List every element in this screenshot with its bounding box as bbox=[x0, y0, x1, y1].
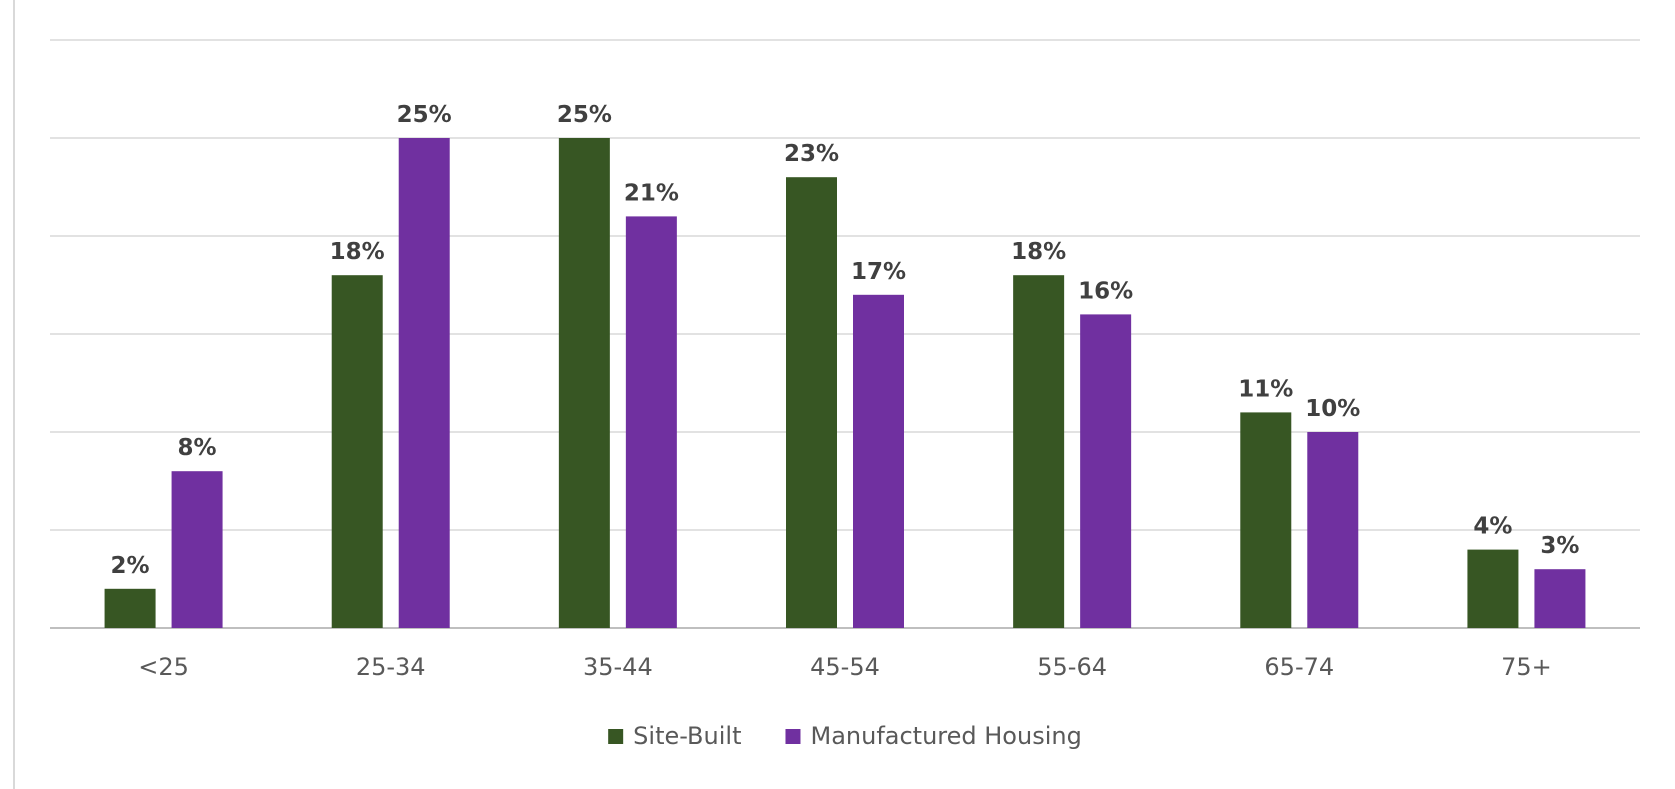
bar bbox=[1240, 412, 1292, 628]
data-label: 11% bbox=[1238, 376, 1293, 402]
data-label: 18% bbox=[1011, 239, 1066, 265]
legend-swatch bbox=[785, 729, 801, 744]
bar bbox=[558, 138, 610, 628]
data-label: 16% bbox=[1078, 278, 1133, 304]
legend-item: Site-Built bbox=[608, 722, 741, 750]
bar bbox=[104, 588, 156, 628]
legend-label: Site-Built bbox=[633, 722, 741, 750]
bar bbox=[171, 471, 223, 628]
bar bbox=[625, 216, 677, 628]
x-axis-tick-labels: <25 25-34 35-44 45-54 55-64 65-74 75+ bbox=[138, 653, 1552, 681]
bar bbox=[1534, 569, 1586, 628]
legend-item: Manufactured Housing bbox=[785, 722, 1082, 750]
data-label: 2% bbox=[111, 553, 150, 579]
bars bbox=[104, 138, 1586, 628]
data-label: 21% bbox=[624, 180, 679, 206]
x-tick-label: 45-54 bbox=[810, 653, 880, 681]
x-tick-label: <25 bbox=[138, 653, 189, 681]
data-label: 17% bbox=[851, 259, 906, 285]
bar bbox=[398, 138, 450, 628]
bar bbox=[853, 294, 904, 628]
data-label: 8% bbox=[178, 435, 217, 461]
x-tick-label: 55-64 bbox=[1037, 653, 1107, 681]
data-label: 10% bbox=[1305, 396, 1360, 422]
x-tick-label: 35-44 bbox=[583, 653, 653, 681]
data-label: 23% bbox=[784, 141, 839, 167]
data-label: 18% bbox=[330, 239, 385, 265]
x-tick-label: 25-34 bbox=[356, 653, 426, 681]
bar bbox=[331, 275, 383, 628]
data-label: 4% bbox=[1473, 514, 1512, 540]
bar bbox=[1013, 275, 1065, 628]
data-label: 3% bbox=[1540, 533, 1579, 559]
data-label: 25% bbox=[397, 102, 452, 128]
legend-swatch bbox=[608, 729, 624, 744]
data-labels: 2% 8% 18% 25% 25% 21% 23% 17% 18% 16% 11% 10% 4% 3% bbox=[111, 102, 1580, 579]
bar bbox=[1080, 314, 1132, 628]
bar bbox=[1467, 549, 1519, 628]
bar bbox=[1307, 432, 1359, 628]
legend-label: Manufactured Housing bbox=[810, 722, 1081, 750]
x-tick-label: 75+ bbox=[1501, 653, 1552, 681]
data-label: 25% bbox=[557, 102, 612, 128]
bar bbox=[786, 177, 837, 628]
gridlines bbox=[50, 39, 1640, 629]
x-tick-label: 65-74 bbox=[1264, 653, 1334, 681]
legend: Site-Built Manufactured Housing bbox=[608, 722, 1082, 750]
